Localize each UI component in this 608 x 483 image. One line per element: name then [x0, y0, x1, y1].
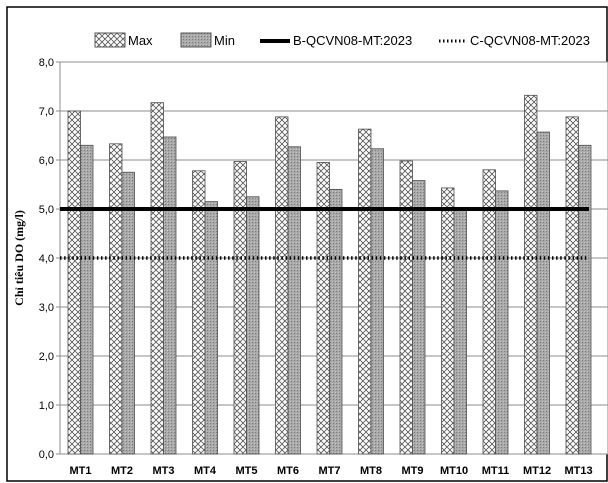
x-tick-label: MT2 — [111, 465, 133, 477]
bar-max — [109, 143, 123, 455]
x-tick-label: MT5 — [236, 465, 258, 477]
bar-min — [412, 180, 426, 455]
bar-max — [275, 116, 289, 455]
legend-label-c-line: C-QCVN08-MT:2023 — [470, 33, 590, 48]
legend-item-c-line: C-QCVN08-MT:2023 — [439, 33, 590, 48]
bar-min — [536, 131, 550, 455]
x-tick-label: MT1 — [70, 465, 92, 477]
bar-max — [192, 170, 206, 455]
bar-min — [121, 171, 135, 455]
bar-max — [441, 187, 455, 455]
bar-min — [578, 144, 592, 455]
legend-item-b-line: B-QCVN08-MT:2023 — [260, 33, 412, 48]
bar-min — [453, 208, 467, 455]
bar-max — [565, 116, 579, 455]
legend-swatch-min — [180, 32, 212, 48]
x-tick-label: MT3 — [153, 465, 175, 477]
legend: Max Min B-QCVN08-MT:2023 C-QCVN08-MT:202… — [94, 32, 590, 48]
bar-min — [495, 190, 509, 455]
bar-min — [80, 144, 94, 455]
legend-swatch-max — [94, 32, 126, 48]
bar-min — [287, 146, 301, 455]
reference-lines — [60, 207, 589, 260]
x-tick-label: MT8 — [360, 465, 382, 477]
bar-max — [233, 161, 247, 455]
legend-label-b-line: B-QCVN08-MT:2023 — [293, 33, 412, 48]
y-tick-label: 2,0 — [39, 351, 54, 363]
bar-max — [399, 160, 413, 455]
bar-min — [370, 148, 384, 455]
y-tick-label: 0,0 — [39, 449, 54, 461]
x-tick-label: MT9 — [402, 465, 424, 477]
x-tick-label: MT12 — [523, 465, 551, 477]
y-tick-label: 8,0 — [39, 57, 54, 69]
y-axis-label: Chỉ tiêu DO (mg/l) — [12, 210, 26, 306]
x-tick-label: MT11 — [482, 465, 510, 477]
bar-min — [163, 136, 177, 455]
bar-max — [482, 169, 496, 455]
legend-label-min: Min — [214, 33, 235, 48]
bar-max — [316, 162, 330, 455]
x-tick-label: MT4 — [194, 465, 217, 477]
x-tick-label: MT7 — [319, 465, 341, 477]
bar-min — [204, 201, 218, 455]
y-tick-label: 7,0 — [39, 106, 54, 118]
legend-item-min: Min — [180, 32, 235, 48]
x-axis-categories: MT1 MT2 MT3 MT4 MT5 MT6 MT7 MT8 MT9 MT10 MT11 MT12 M… — [70, 465, 593, 477]
bar-max — [150, 102, 164, 455]
bar-max — [358, 128, 372, 455]
y-axis-ticks: 0,0 1,0 2,0 3,0 4,0 5,0 6,0 7,0 8,0 — [39, 57, 60, 461]
y-tick-label: 3,0 — [39, 302, 54, 314]
bar-max — [67, 110, 81, 455]
bar-max — [524, 94, 538, 455]
bars — [67, 94, 592, 455]
x-tick-label: MT13 — [564, 465, 592, 477]
y-tick-label: 4,0 — [39, 253, 54, 265]
x-tick-label: MT6 — [277, 465, 299, 477]
legend-label-max: Max — [128, 33, 153, 48]
y-tick-label: 5,0 — [39, 204, 54, 216]
bar-min — [246, 196, 260, 455]
x-tick-label: MT10 — [440, 465, 468, 477]
bar-min — [329, 188, 343, 455]
y-tick-label: 6,0 — [39, 155, 54, 167]
legend-item-max: Max — [94, 32, 153, 48]
y-tick-label: 1,0 — [39, 400, 54, 412]
